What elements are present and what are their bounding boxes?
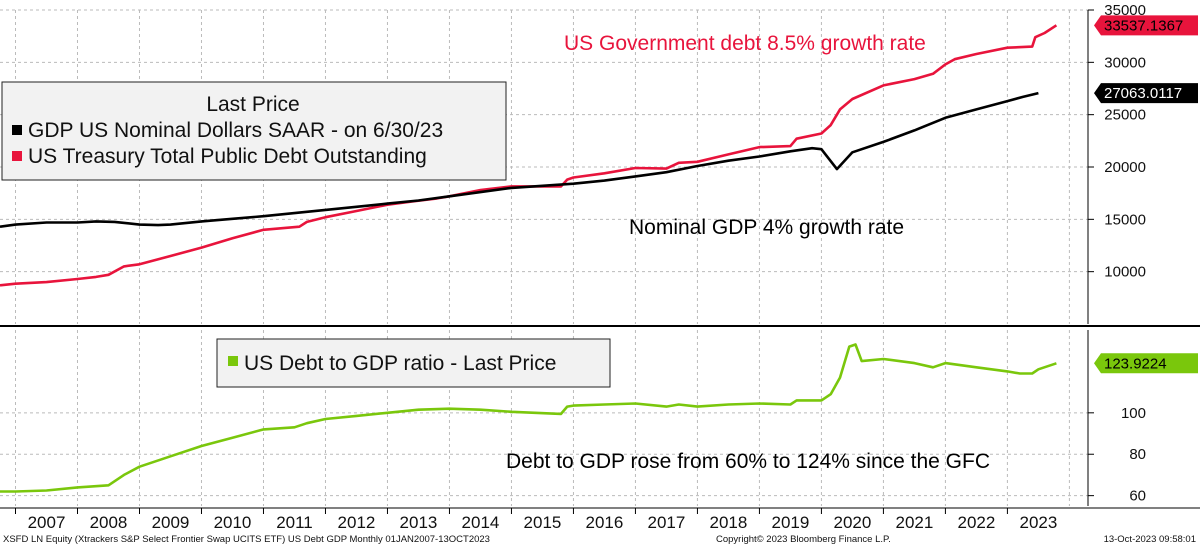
bottom-panel-grid bbox=[0, 330, 1088, 506]
top-value-tag-label: 33537.1367 bbox=[1104, 17, 1183, 34]
top-panel: 10000 15000 20000 25000 30000 35000 33537.136… bbox=[0, 2, 1198, 324]
bottom-ytick-label: 60 bbox=[1129, 488, 1146, 505]
bottom-panel-y-axis: 60 80 100 bbox=[1087, 330, 1146, 506]
top-panel-value-tags: 33537.1367 27063.0117 bbox=[1094, 15, 1198, 104]
x-tick-label: 2014 bbox=[462, 513, 500, 532]
bottom-legend-entry-ratio: US Debt to GDP ratio - Last Price bbox=[244, 352, 556, 375]
bottom-legend-box bbox=[216, 338, 611, 388]
top-series-line-1 bbox=[0, 91, 1039, 228]
bottom-ytick-label: 100 bbox=[1121, 405, 1146, 422]
footer-source: XSFD LN Equity (Xtrackers S&P Select Fro… bbox=[3, 534, 490, 545]
x-tick-label: 2017 bbox=[648, 513, 686, 532]
top-legend-entry-gdp: GDP US Nominal Dollars SAAR - on 6/30/23 bbox=[28, 119, 443, 142]
top-legend-swatch-gdp bbox=[12, 125, 22, 135]
top-value-tag-label: 27063.0117 bbox=[1104, 85, 1182, 102]
top-ytick-label: 15000 bbox=[1104, 211, 1146, 228]
footer: XSFD LN Equity (Xtrackers S&P Select Fro… bbox=[3, 534, 1196, 545]
footer-copyright: Copyright© 2023 Bloomberg Finance L.P. bbox=[716, 534, 891, 545]
x-tick-label: 2013 bbox=[400, 513, 438, 532]
top-legend-box bbox=[1, 81, 507, 181]
x-tick-label: 2021 bbox=[896, 513, 934, 532]
footer-timestamp: 13-Oct-2023 09:58:01 bbox=[1104, 534, 1196, 545]
top-legend-swatch-debt bbox=[12, 151, 22, 161]
x-tick-label: 2020 bbox=[834, 513, 872, 532]
x-tick-label: 2016 bbox=[586, 513, 624, 532]
top-value-tag-bg bbox=[1094, 83, 1198, 104]
x-tick-label: 2011 bbox=[276, 513, 313, 532]
x-axis: 2007 2008 2009 2010 2011 2012 2013 2014 2015 2016… bbox=[0, 507, 1200, 532]
annotation-gdp-growth: Nominal GDP 4% growth rate bbox=[629, 216, 904, 239]
top-ytick-label: 20000 bbox=[1104, 159, 1146, 176]
x-tick-label: 2022 bbox=[957, 513, 995, 532]
annotation-debt-growth: US Government debt 8.5% growth rate bbox=[564, 32, 926, 55]
x-tick-label: 2007 bbox=[28, 513, 66, 532]
bottom-panel-value-tags: 123.9224 bbox=[1094, 353, 1198, 374]
bottom-value-tag-bg bbox=[1094, 353, 1198, 374]
x-tick-label: 2012 bbox=[338, 513, 376, 532]
bottom-value-tag-label: 123.9224 bbox=[1104, 355, 1167, 372]
top-legend: Last Price GDP US Nominal Dollars SAAR -… bbox=[1, 81, 507, 181]
x-tick-label: 2019 bbox=[772, 513, 810, 532]
bottom-series-line-0 bbox=[0, 343, 1057, 493]
top-series-line-0 bbox=[0, 24, 1058, 287]
annotation-debt-to-gdp: Debt to GDP rose from 60% to 124% since … bbox=[506, 450, 990, 473]
top-value-tag-bg bbox=[1094, 15, 1198, 36]
top-panel-series bbox=[0, 24, 1058, 287]
bottom-panel-series bbox=[0, 343, 1057, 493]
x-tick-label: 2015 bbox=[524, 513, 562, 532]
top-legend-title: Last Price bbox=[206, 93, 299, 116]
top-ytick-label: 25000 bbox=[1104, 107, 1146, 124]
bottom-legend-swatch-ratio bbox=[228, 356, 238, 366]
x-tick-label: 2008 bbox=[90, 513, 128, 532]
x-tick-label: 2010 bbox=[214, 513, 252, 532]
top-ytick-label: 35000 bbox=[1104, 2, 1146, 19]
top-panel-y-axis: 10000 15000 20000 25000 30000 35000 bbox=[1087, 2, 1146, 324]
top-legend-entry-debt: US Treasury Total Public Debt Outstandin… bbox=[28, 145, 427, 168]
bottom-panel: 60 80 100 123.9224 US Debt to GDP ratio - … bbox=[0, 330, 1198, 506]
x-tick-label: 2023 bbox=[1019, 513, 1057, 532]
top-ytick-label: 30000 bbox=[1104, 54, 1146, 71]
top-ytick-label: 10000 bbox=[1104, 264, 1146, 281]
x-tick-label: 2018 bbox=[710, 513, 748, 532]
bottom-legend: US Debt to GDP ratio - Last Price bbox=[216, 338, 611, 388]
x-tick-label: 2009 bbox=[152, 513, 190, 532]
bottom-ytick-label: 80 bbox=[1129, 446, 1146, 463]
